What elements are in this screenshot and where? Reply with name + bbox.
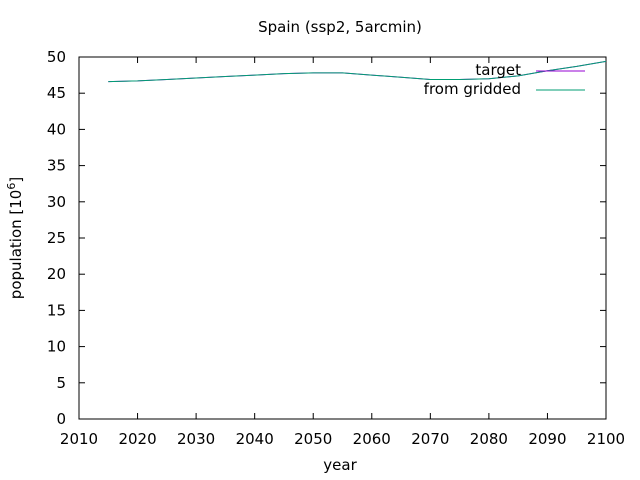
plot-frame [78,56,607,420]
y-tick-label: 30 [47,193,66,211]
x-tick-label: 2060 [353,430,391,448]
y-axis: 0 5 10 15 20 25 30 35 40 45 50 [47,48,606,428]
x-tick-label: 2070 [411,430,449,448]
y-tick-label: 25 [47,229,66,247]
x-tick-label: 2020 [118,430,156,448]
x-tick-label: 2080 [470,430,508,448]
x-axis-title: year [323,456,357,474]
x-tick-label: 2100 [587,430,625,448]
y-tick-label: 40 [47,120,66,138]
y-axis-title: population [106] [5,177,25,299]
y-tick-label: 10 [47,338,66,356]
y-tick-label: 20 [47,265,66,283]
y-tick-label: 45 [47,84,66,102]
series-line-from-gridded [108,60,607,83]
series-layer [108,60,607,83]
y-tick-label: 35 [47,157,66,175]
y-axis-title-prefix: population [10 [7,190,25,300]
y-tick-label: 0 [56,410,66,428]
y-axis-title-exponent: 6 [5,183,18,190]
chart-title: Spain (ssp2, 5arcmin) [258,18,422,36]
y-tick-label: 5 [56,374,66,392]
y-axis-title-suffix: ] [7,177,25,183]
x-tick-label: 2010 [60,430,98,448]
x-tick-label: 2040 [236,430,274,448]
y-tick-label: 15 [47,301,66,319]
x-tick-label: 2030 [177,430,215,448]
x-tick-label: 2050 [294,430,332,448]
legend-label: from gridded [424,80,521,98]
x-tick-label: 2090 [528,430,566,448]
legend-label: target [475,61,521,79]
x-axis: 2010 2020 2030 2040 2050 2060 2070 2080 2090 2100 [60,57,625,448]
y-tick-label: 50 [47,48,66,66]
